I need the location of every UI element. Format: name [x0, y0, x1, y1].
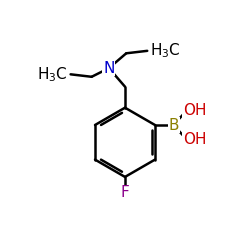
Text: OH: OH — [183, 103, 206, 118]
Text: H$_3$C: H$_3$C — [38, 65, 68, 84]
Text: N: N — [103, 61, 115, 76]
Text: F: F — [121, 186, 130, 200]
Text: H$_3$C: H$_3$C — [150, 42, 180, 60]
Text: B: B — [168, 118, 179, 132]
Text: OH: OH — [183, 132, 206, 147]
